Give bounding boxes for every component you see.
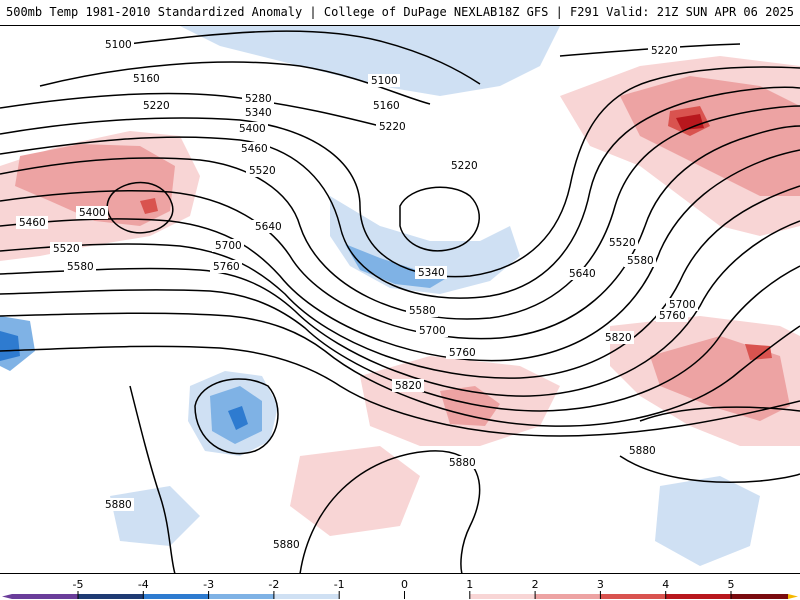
contour-5460 (0, 125, 800, 340)
colorbar-segment (143, 594, 209, 599)
contour-5400 (0, 105, 800, 320)
contour-label-5340-b: 5340 (418, 267, 445, 279)
contour-label-5700-c: 5700 (669, 299, 696, 311)
colorbar-segment (404, 594, 470, 599)
colorbar-tick-label: 5 (728, 578, 735, 591)
weather-map: 5100 5100 5160 5160 5220 5220 5220 5220 … (0, 26, 800, 574)
contour-label-5580-c: 5580 (627, 255, 654, 267)
contour-label-5820-b: 5820 (605, 332, 632, 344)
colorbar-tick-label: 3 (597, 578, 604, 591)
contour-label-5580-b: 5580 (409, 305, 436, 317)
anomaly-neg-southeast (655, 476, 760, 566)
contour-label-5760-b: 5760 (449, 347, 476, 359)
contour-label-5160-b: 5160 (373, 100, 400, 112)
contour-label-5520-a: 5520 (249, 165, 276, 177)
anomaly-pos-south (290, 446, 420, 536)
anomaly-pos-west-center (140, 198, 158, 214)
model-run-info: 18Z GFS | F291 Valid: 21Z SUN APR 06 202… (497, 5, 794, 19)
colorbar-tick-label: -3 (203, 578, 214, 591)
anomaly-pos-central-core (440, 386, 500, 426)
contour-label-5460-a: 5460 (241, 143, 268, 155)
contour-label-5100-a: 5100 (105, 39, 132, 51)
colorbar-tick-label: 0 (401, 578, 408, 591)
contour-5880-southeast (619, 455, 800, 484)
contour-5220-closed-low (399, 186, 480, 252)
contour-label-5160-a: 5160 (133, 73, 160, 85)
contour-label-5880-c: 5880 (273, 539, 300, 551)
contour-label-5640-b: 5640 (569, 268, 596, 280)
contour-label-5760-c: 5760 (659, 310, 686, 322)
contour-5880-east (639, 406, 800, 422)
contour-label-layer: 5100 5100 5160 5160 5220 5220 5220 5220 … (16, 38, 698, 551)
map-title: 500mb Temp 1981-2010 Standardized Anomal… (6, 5, 498, 19)
colorbar-tick-label: -1 (334, 578, 345, 591)
contour-label-5400-b: 5400 (79, 207, 106, 219)
contour-label-5700-b: 5700 (419, 325, 446, 337)
contour-label-5880-b: 5880 (105, 499, 132, 511)
colorbar-min-arrow (2, 594, 12, 599)
anomaly-colorbar: -5 -4 -3 -2 -1 0 1 2 3 4 5 (0, 574, 800, 600)
colorbar-max-arrow (788, 594, 798, 599)
colorbar-segment (273, 594, 340, 599)
contour-5520 (0, 149, 800, 362)
title-bar: 500mb Temp 1981-2010 Standardized Anomal… (0, 0, 800, 26)
contour-label-5760-a: 5760 (213, 261, 240, 273)
contour-5340 (0, 86, 800, 299)
height-contours (0, 30, 800, 573)
contour-5580 (0, 185, 800, 379)
contour-5880-south (129, 385, 176, 573)
contour-5220-west (0, 92, 381, 127)
anomaly-pos-northeast-center (676, 114, 704, 130)
colorbar-tick-label: 1 (466, 578, 473, 591)
colorbar-segment (600, 594, 666, 599)
anomaly-pos-northeast-core (620, 76, 800, 196)
colorbar-tick-label: -2 (268, 578, 279, 591)
contour-label-5100-b: 5100 (371, 75, 398, 87)
contour-label-5220-d: 5220 (651, 45, 678, 57)
colorbar-segment (469, 594, 536, 599)
contour-label-5220-a: 5220 (143, 100, 170, 112)
contour-label-5520-c: 5520 (609, 237, 636, 249)
colorbar-segment (12, 594, 78, 599)
anomaly-neg-west-core (0, 331, 20, 361)
anomaly-neg-north (180, 26, 560, 96)
contour-label-5820-a: 5820 (395, 380, 422, 392)
colorbar-segment (665, 594, 731, 599)
contour-label-5520-b: 5520 (53, 243, 80, 255)
contour-label-5220-c: 5220 (451, 160, 478, 172)
colorbar-tick-label: -4 (138, 578, 149, 591)
anomaly-pos-southeast-center (745, 344, 772, 360)
colorbar-tick-label: -5 (73, 578, 84, 591)
contour-5760 (0, 312, 800, 427)
colorbar-segment (339, 594, 405, 599)
contour-label-5640-a: 5640 (255, 221, 282, 233)
colorbar-segment (535, 594, 601, 599)
contour-5400-closed-west (106, 181, 174, 234)
anomaly-neg-low-center (228, 406, 248, 430)
contour-label-5460-b: 5460 (19, 217, 46, 229)
contour-label-5220-b: 5220 (379, 121, 406, 133)
colorbar-segment (78, 594, 144, 599)
contour-5640 (0, 220, 800, 397)
contour-label-5880-d: 5880 (629, 445, 656, 457)
colorbar-canvas: -5 -4 -3 -2 -1 0 1 2 3 4 5 (2, 578, 798, 599)
colorbar-tick-label: 4 (662, 578, 669, 591)
colorbar-tick-label: 2 (532, 578, 539, 591)
contour-5820-closed-low (194, 378, 279, 455)
contour-5820 (0, 345, 800, 437)
contour-5160 (39, 61, 431, 105)
contour-label-5280: 5280 (245, 93, 272, 105)
colorbar-segment (208, 594, 274, 599)
contour-label-5400-a: 5400 (239, 123, 266, 135)
contour-5280 (0, 66, 800, 278)
contour-5100 (109, 30, 481, 85)
contour-label-5880-a: 5880 (449, 457, 476, 469)
contour-label-5580-a: 5580 (67, 261, 94, 273)
contour-label-5340-a: 5340 (245, 107, 272, 119)
contour-5880-central (299, 450, 481, 573)
anomaly-neg-south (110, 486, 200, 546)
map-canvas: 5100 5100 5160 5160 5220 5220 5220 5220 … (0, 26, 800, 573)
contour-label-5700-a: 5700 (215, 240, 242, 252)
colorbar-segment (731, 594, 788, 599)
